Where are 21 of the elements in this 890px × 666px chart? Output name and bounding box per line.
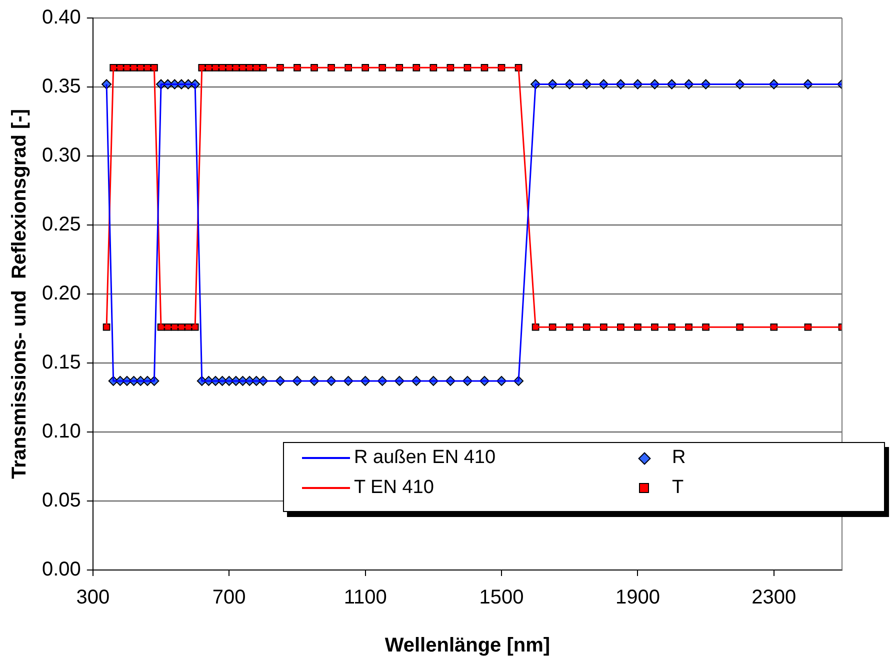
y-tick-label: 0.25 (42, 214, 81, 236)
y-tick-label: 0.30 (42, 144, 81, 167)
y-tick-label: 0.15 (42, 352, 81, 374)
y-tick-label: 0.20 (42, 282, 81, 305)
x-tick-label: 300 (76, 586, 110, 609)
legend-label: R (672, 447, 686, 468)
x-tick-label: 1100 (344, 586, 387, 609)
y-tick-label: 0.10 (42, 420, 81, 443)
legend-label: T EN 410 (354, 477, 434, 498)
legend-label: T (672, 477, 684, 498)
y-tick-label: 0.05 (42, 490, 81, 512)
x-tick-label: 1900 (615, 586, 660, 609)
y-tick-label: 0.35 (42, 76, 81, 98)
y-axis-title: Transmissions- und Reflexionsgrad [-] (8, 108, 31, 480)
legend-label: R außen EN 410 (354, 447, 496, 468)
x-tick-label: 2300 (752, 586, 796, 609)
x-axis-title: Wellenlänge [nm] (384, 634, 550, 657)
y-tick-label: 0.40 (42, 6, 81, 29)
x-tick-label: 1500 (479, 586, 524, 609)
y-tick-label: 0.00 (42, 558, 81, 581)
x-tick-label: 700 (212, 586, 246, 609)
